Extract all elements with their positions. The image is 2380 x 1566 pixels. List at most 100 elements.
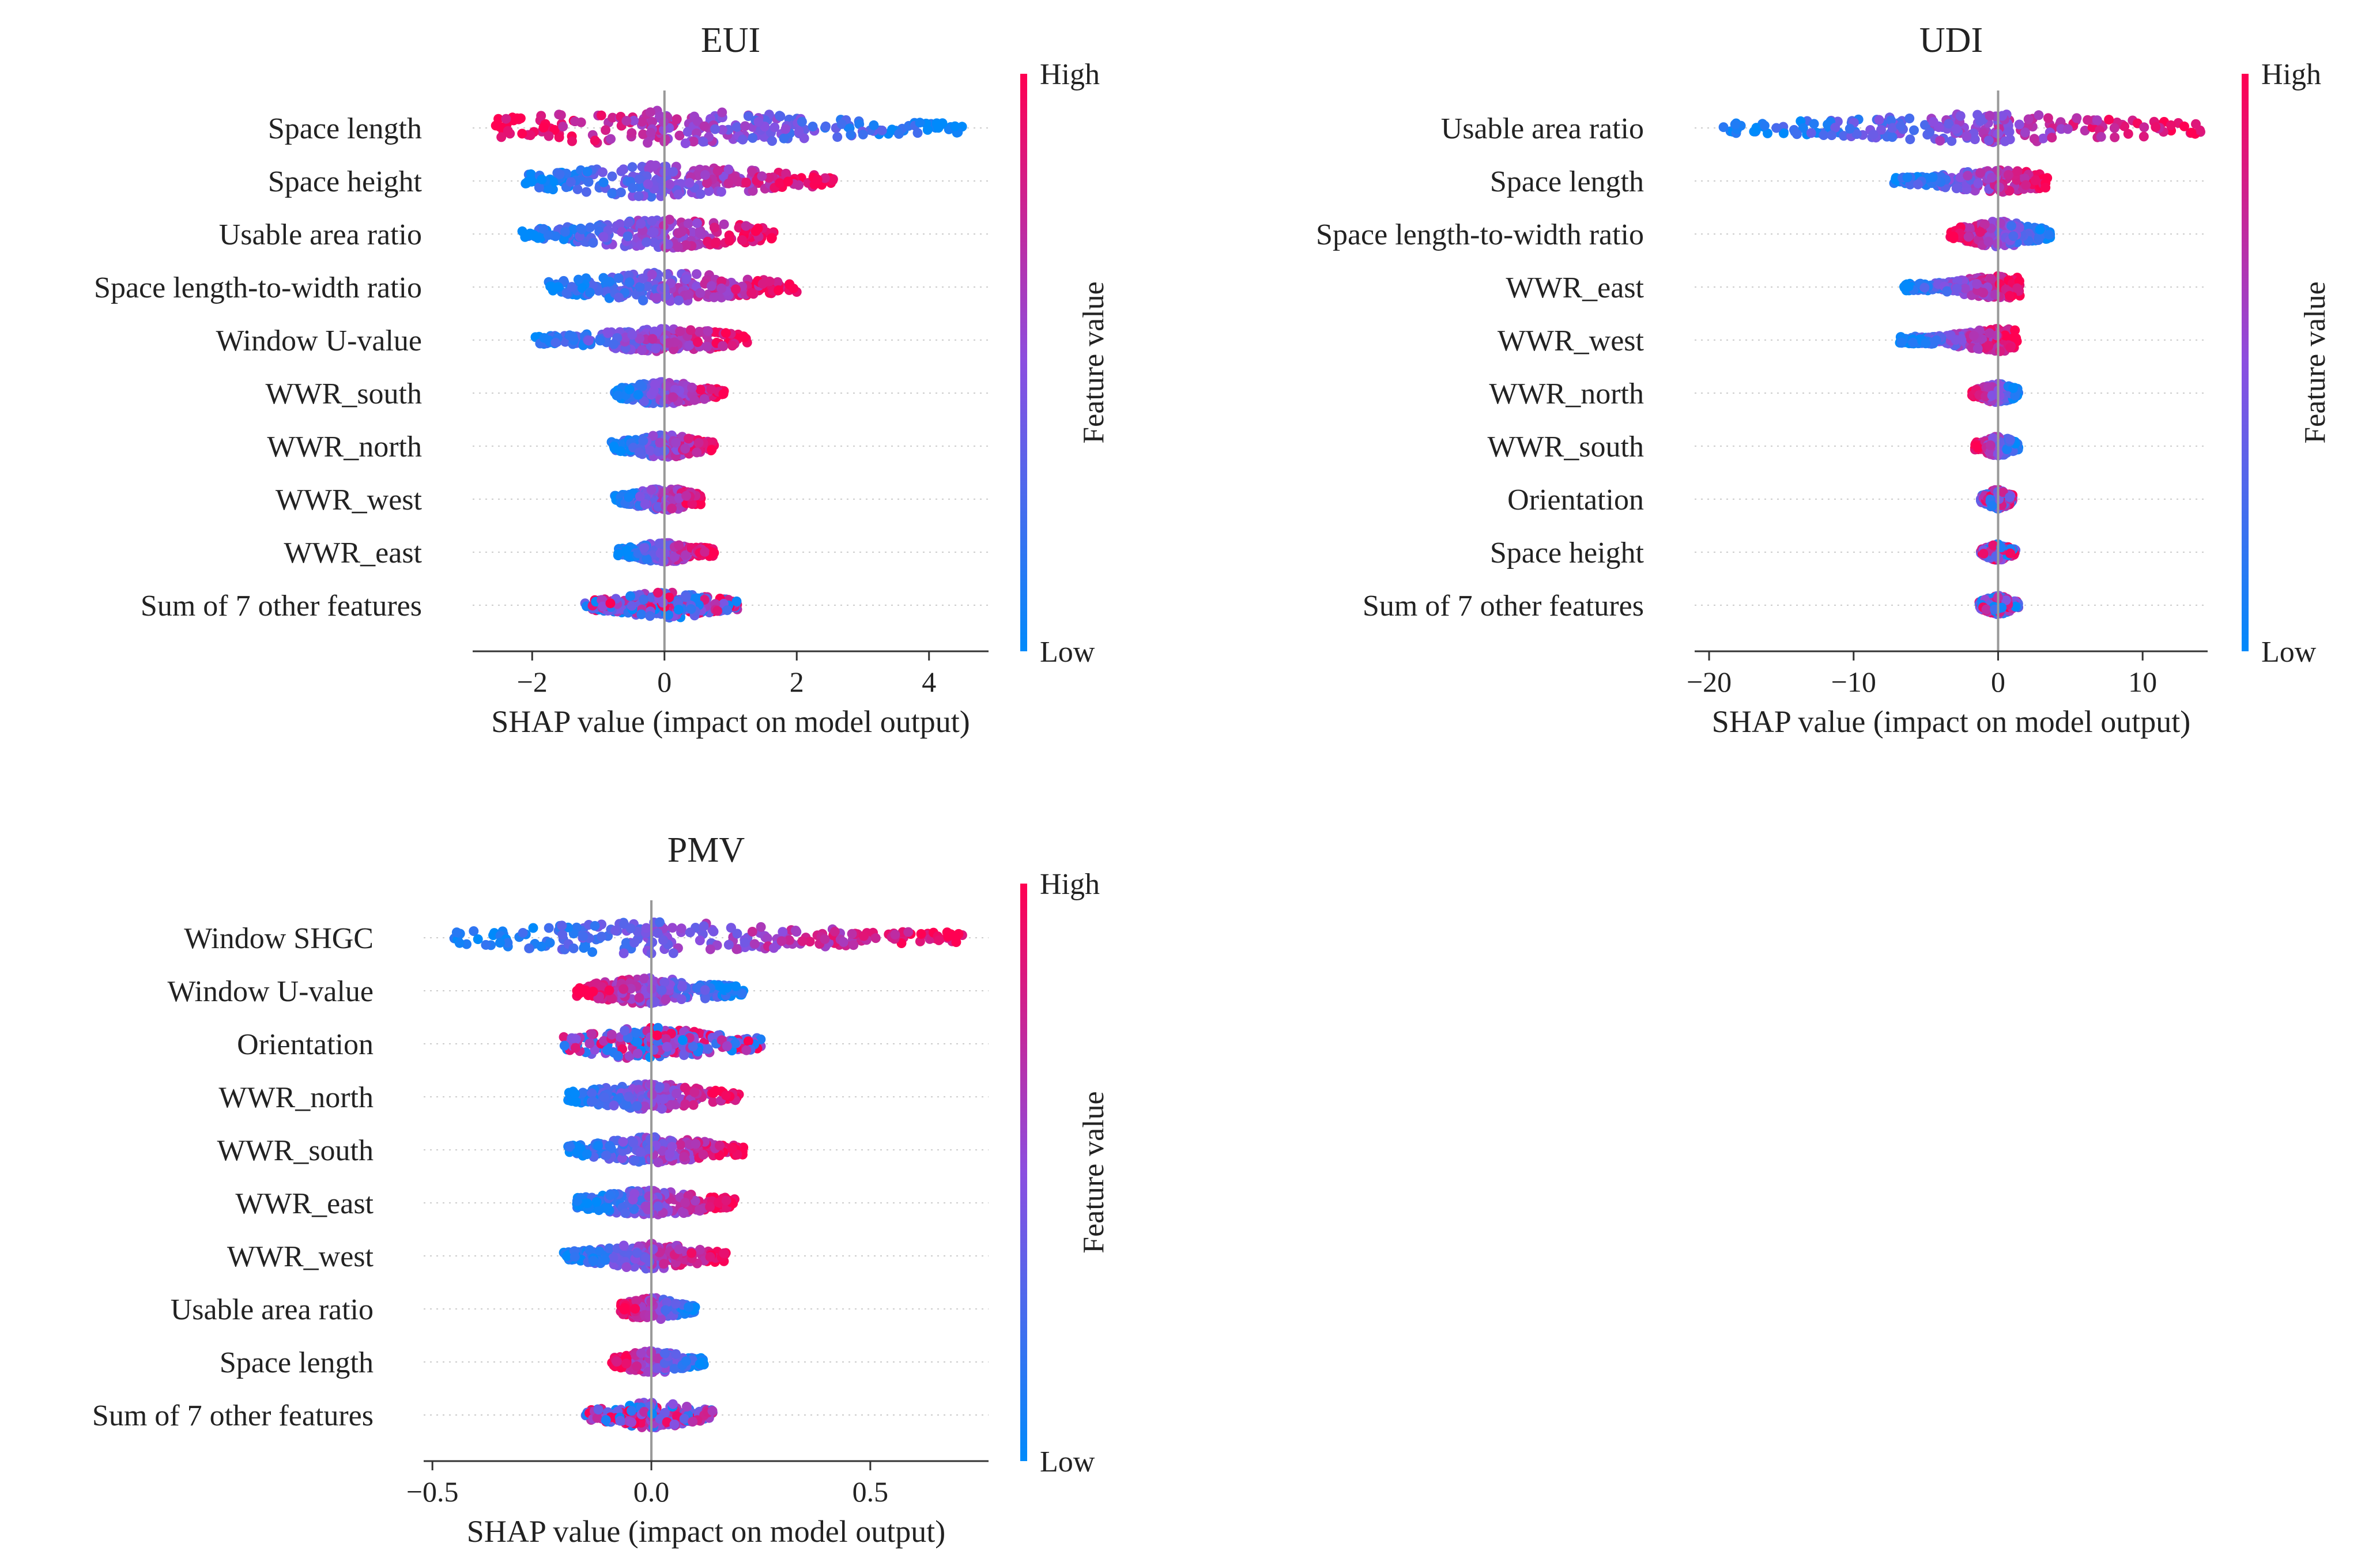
shap-point [706, 281, 716, 291]
shap-point [1902, 172, 1913, 183]
shap-point [687, 227, 697, 237]
shap-point [723, 164, 734, 175]
shap-point [794, 127, 804, 137]
shap-point [681, 240, 691, 250]
shap-point [1806, 128, 1816, 138]
colorbar-high-label: High [2261, 58, 2321, 91]
shap-point [625, 591, 635, 601]
shap-point [2020, 127, 2030, 138]
shap-point [646, 485, 657, 495]
shap-point [665, 214, 674, 225]
shap-point [738, 134, 748, 145]
shap-point [1913, 179, 1923, 190]
shap-point [582, 167, 593, 177]
shap-point [725, 236, 735, 246]
shap-point [653, 587, 663, 598]
shap-point [846, 130, 856, 140]
shap-point [634, 447, 644, 458]
shap-point [1919, 282, 1930, 293]
feature-label: WWR_east [1506, 271, 1644, 304]
shap-point [687, 382, 697, 393]
shap-point [847, 929, 857, 939]
shap-point [694, 327, 704, 337]
shap-point [544, 923, 554, 933]
shap-point [1981, 604, 1991, 614]
shap-point [624, 492, 634, 502]
shap-point [767, 233, 777, 243]
shap-point [641, 923, 651, 933]
shap-point [688, 137, 699, 147]
shap-point [770, 122, 780, 133]
shap-point [2043, 113, 2053, 123]
shap-point [1952, 283, 1962, 293]
shap-point [764, 276, 775, 286]
shap-point [583, 335, 594, 346]
shap-point [749, 939, 760, 949]
shap-point [665, 179, 675, 190]
feature-label: Window SHGC [184, 922, 374, 955]
shap-point [675, 326, 685, 337]
shap-point [1985, 440, 1996, 451]
shap-point [689, 395, 700, 405]
shap-point [1908, 337, 1918, 348]
shap-point [692, 269, 701, 279]
shap-point [639, 594, 649, 605]
shap-point [568, 943, 579, 953]
shap-point [651, 344, 661, 354]
shap-point [1951, 183, 1962, 194]
shap-point [710, 327, 721, 337]
shap-point [848, 940, 859, 950]
shap-point [727, 341, 738, 351]
shap-point [634, 334, 644, 344]
shap-point [627, 162, 638, 172]
shap-point [705, 944, 715, 954]
shap-point [712, 165, 723, 176]
colorbar-title: Feature value [2299, 281, 2332, 444]
shap-point [2006, 221, 2016, 231]
shap-point [560, 227, 570, 237]
feature-label: Sum of 7 other features [141, 590, 422, 622]
shap-point [663, 338, 674, 348]
feature-label: Window U-value [168, 975, 374, 1008]
shap-point [738, 331, 749, 342]
shap-point [655, 437, 665, 448]
shap-point [1925, 127, 1935, 137]
shap-point [544, 131, 554, 141]
shap-point [790, 926, 801, 935]
shap-point [704, 186, 714, 196]
shap-point [543, 230, 553, 240]
shap-point [2109, 123, 2119, 133]
feature-label: WWR_east [284, 537, 422, 569]
shap-point [613, 273, 624, 283]
shap-point [638, 436, 648, 446]
shap-point [1887, 132, 1898, 142]
shap-point [1986, 274, 1996, 284]
shap-point [572, 184, 583, 194]
shap-point [737, 235, 748, 246]
shap-point [709, 222, 719, 233]
shap-point [685, 325, 696, 335]
shap-point [797, 936, 808, 946]
shap-point [757, 171, 767, 182]
feature-label: Usable area ratio [1441, 112, 1644, 145]
shap-point [1983, 135, 1994, 146]
feature-dots [613, 538, 719, 567]
shap-point [584, 288, 595, 297]
feature-label: Orientation [1507, 484, 1644, 516]
feature-dots [606, 430, 719, 462]
shap-point [580, 941, 590, 952]
shap-point [607, 171, 617, 182]
shap-point [706, 384, 716, 394]
feature-dots [449, 917, 967, 959]
shap-point [647, 334, 658, 344]
shap-point [740, 937, 750, 948]
shap-point [869, 120, 879, 130]
shap-point [2034, 110, 2044, 120]
shap-point [832, 132, 843, 142]
shap-point [2005, 492, 2015, 503]
shap-point [524, 943, 534, 953]
shap-point [2012, 283, 2023, 293]
